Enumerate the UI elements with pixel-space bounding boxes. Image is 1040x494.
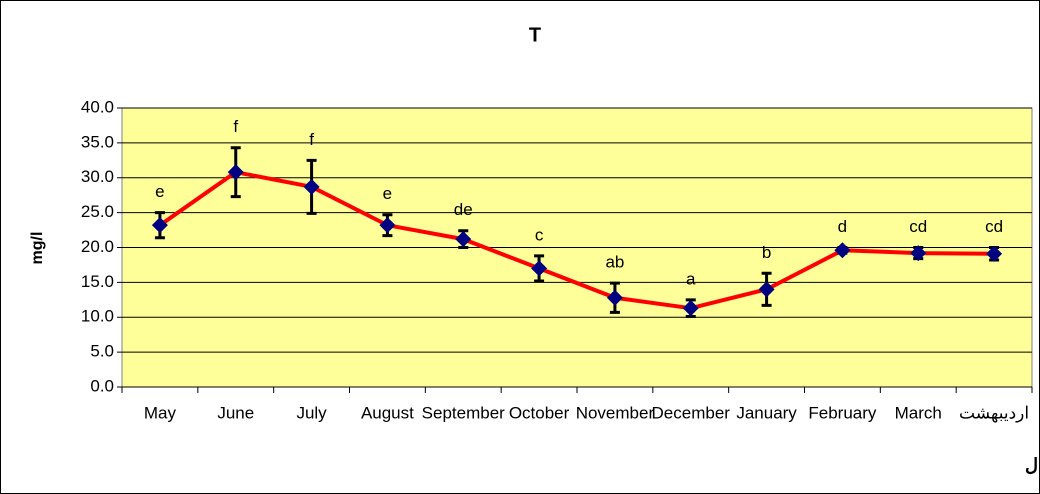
y-axis-label: mg/l [29,232,46,265]
y-tick-label: 20.0 [81,237,114,256]
marker [682,300,699,317]
marker [910,245,927,262]
marker [606,289,623,306]
marker [227,164,244,181]
significance-letter: de [454,200,473,219]
y-tick-label: 35.0 [81,132,114,151]
marker [151,217,168,234]
y-tick-label: 0.0 [90,376,114,395]
marker [834,242,851,259]
y-tick-label: 10.0 [81,307,114,326]
significance-letter: f [309,130,314,149]
x-tick-label: November [576,403,655,422]
x-tick-label: January [736,403,797,422]
marker [531,260,548,277]
x-tick-label: June [217,403,254,422]
x-axis-label: ماههای سال [1025,455,1040,476]
marker [758,281,775,298]
x-tick-label: December [652,403,731,422]
significance-letter: a [686,269,696,288]
y-tick-label: 5.0 [90,342,114,361]
x-tick-label: February [808,403,877,422]
significance-letter: cd [909,217,927,236]
marker [986,245,1003,262]
significance-letter: e [155,182,164,201]
significance-letter: cd [985,217,1003,236]
significance-letter: f [233,117,238,136]
significance-letter: c [535,225,544,244]
significance-letter: ab [605,253,624,272]
x-tick-label: May [144,403,177,422]
significance-letter: b [762,243,771,262]
x-tick-label: August [361,403,414,422]
y-tick-label: 30.0 [81,167,114,186]
y-tick-label: 40.0 [81,97,114,116]
marker [379,217,396,234]
y-tick-label: 15.0 [81,272,114,291]
x-tick-label: March [895,403,942,422]
series-line [158,170,995,311]
marker [303,178,320,195]
significance-letter: e [383,184,392,203]
significance-letter: d [838,217,847,236]
marker [455,231,472,248]
chart-title: T [529,24,541,46]
x-tick-label: October [509,403,570,422]
x-tick-label: July [296,403,327,422]
x-tick-label: اردیبهشت [959,403,1029,423]
y-tick-label: 25.0 [81,202,114,221]
x-tick-label: September [422,403,505,422]
